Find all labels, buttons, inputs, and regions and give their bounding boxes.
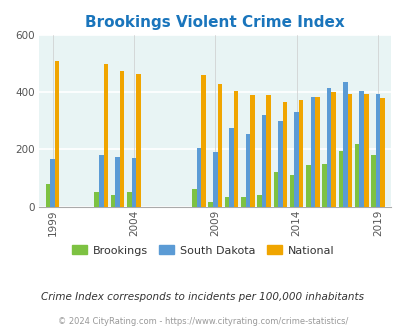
Bar [201, 75, 205, 207]
Bar [103, 64, 108, 207]
Bar [370, 155, 375, 207]
Bar [330, 92, 335, 207]
Bar [131, 158, 136, 207]
Bar [233, 91, 238, 207]
Bar [310, 97, 314, 207]
Bar [354, 144, 358, 207]
Bar [99, 155, 103, 207]
Bar [314, 97, 319, 207]
Bar [322, 164, 326, 207]
Bar [45, 184, 50, 207]
Bar [94, 192, 99, 207]
Bar [208, 202, 213, 207]
Bar [50, 159, 55, 207]
Bar [347, 94, 352, 207]
Bar [217, 84, 222, 207]
Bar [298, 100, 303, 207]
Bar [282, 102, 286, 207]
Bar [294, 113, 298, 207]
Bar [115, 157, 119, 207]
Bar [257, 195, 261, 207]
Bar [224, 197, 229, 207]
Bar [229, 128, 233, 207]
Text: Crime Index corresponds to incidents per 100,000 inhabitants: Crime Index corresponds to incidents per… [41, 292, 364, 302]
Bar [55, 61, 59, 207]
Title: Brookings Violent Crime Index: Brookings Violent Crime Index [85, 15, 344, 30]
Bar [213, 152, 217, 207]
Bar [358, 91, 363, 207]
Bar [119, 71, 124, 207]
Bar [273, 172, 277, 207]
Legend: Brookings, South Dakota, National: Brookings, South Dakota, National [67, 241, 338, 260]
Bar [363, 94, 368, 207]
Bar [196, 148, 201, 207]
Text: © 2024 CityRating.com - https://www.cityrating.com/crime-statistics/: © 2024 CityRating.com - https://www.city… [58, 317, 347, 326]
Bar [261, 115, 266, 207]
Bar [379, 98, 384, 207]
Bar [277, 121, 282, 207]
Bar [266, 95, 270, 207]
Bar [192, 189, 196, 207]
Bar [127, 192, 131, 207]
Bar [249, 95, 254, 207]
Bar [111, 195, 115, 207]
Bar [342, 82, 347, 207]
Bar [289, 175, 294, 207]
Bar [245, 134, 249, 207]
Bar [326, 88, 330, 207]
Bar [338, 151, 342, 207]
Bar [375, 94, 379, 207]
Bar [136, 74, 141, 207]
Bar [240, 197, 245, 207]
Bar [305, 165, 310, 207]
